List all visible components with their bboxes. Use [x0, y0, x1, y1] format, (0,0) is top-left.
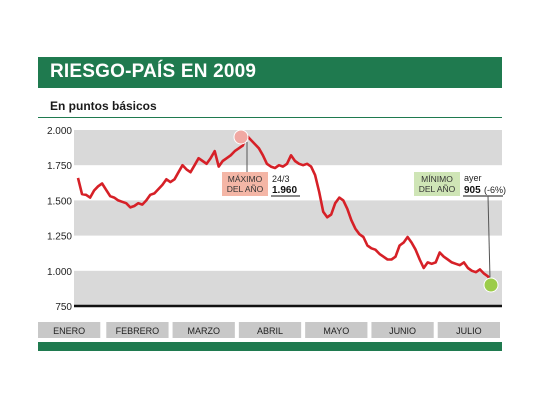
max-annotation: MÁXIMO DEL AÑO 24/3 1.960	[222, 129, 300, 197]
y-tick-label: 2.000	[47, 126, 72, 137]
x-tick-label: MAYO	[323, 326, 349, 336]
month-box	[38, 322, 101, 338]
riesgo-pais-series-line	[76, 134, 494, 285]
max-marker	[233, 129, 249, 145]
x-tick-label: JULIO	[456, 326, 482, 336]
x-tick-label: ABRIL	[257, 326, 283, 336]
y-tick-label: 1.750	[47, 161, 72, 172]
min-label-box	[414, 172, 460, 196]
title-bar: RIESGO-PAÍS EN 2009	[38, 57, 502, 88]
chart-title: RIESGO-PAÍS EN 2009	[50, 61, 257, 82]
month-box	[371, 322, 434, 338]
month-box	[172, 322, 235, 338]
chart-subtitle: En puntos básicos	[50, 99, 157, 113]
month-box	[305, 322, 368, 338]
month-box	[437, 322, 500, 338]
grid-bands	[74, 130, 502, 306]
x-tick-label: FEBRERO	[116, 326, 160, 336]
min-annotation: MÍNIMO DEL AÑO ayer 905 (-6%)	[414, 172, 506, 293]
y-tick-label: 1.500	[47, 196, 72, 207]
y-tick-label: 1.000	[47, 267, 72, 278]
max-label-line2: DEL AÑO	[227, 184, 264, 194]
subtitle-divider	[38, 117, 502, 118]
month-box	[106, 322, 169, 338]
x-tick-label: ENERO	[53, 326, 85, 336]
max-label-box	[222, 172, 268, 196]
max-value: 1.960	[272, 185, 297, 196]
min-value: 905	[464, 185, 481, 196]
min-date: ayer	[464, 173, 482, 183]
grid-band	[74, 200, 502, 236]
min-change: (-6%)	[484, 185, 506, 195]
max-label-line1: MÁXIMO	[228, 174, 263, 184]
grid-band	[74, 270, 502, 306]
month-box	[238, 322, 302, 338]
min-label-line2: DEL AÑO	[419, 184, 456, 194]
min-pointer	[487, 195, 491, 280]
y-tick-label: 1.250	[47, 232, 72, 243]
y-axis-ticks: 2.000 1.750 1.500 1.250 1.000 750	[47, 126, 72, 313]
min-label-line1: MÍNIMO	[421, 174, 453, 184]
max-date: 24/3	[272, 174, 290, 184]
min-marker	[483, 277, 499, 293]
x-axis-month-boxes: ENERO FEBRERO MARZO ABRIL MAYO JUNIO JULIO	[38, 322, 500, 338]
x-tick-label: MARZO	[187, 326, 220, 336]
bottom-bar	[38, 342, 502, 351]
x-tick-label: JUNIO	[389, 326, 416, 336]
y-tick-label: 750	[55, 302, 72, 313]
